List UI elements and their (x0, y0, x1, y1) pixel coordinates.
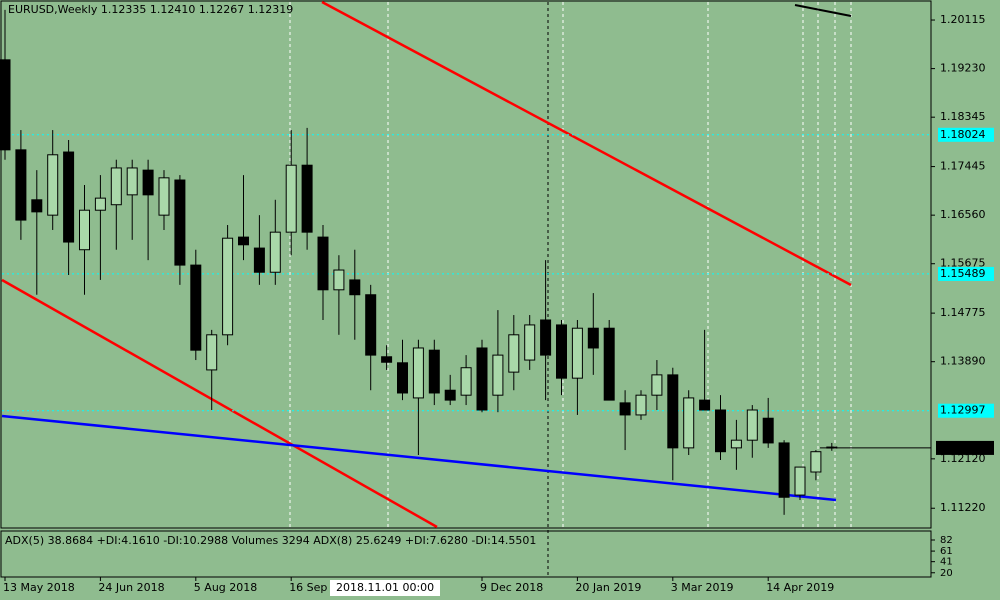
y-tick-label: 1.12120 (940, 452, 986, 465)
x-tick-label: 5 Aug 2018 (194, 581, 257, 594)
candle-body (571, 327, 583, 379)
x-tick-label: 14 Apr 2019 (766, 581, 834, 594)
candle-body (683, 397, 695, 449)
y-tick-label: 1.15675 (940, 257, 986, 270)
last-price-bg (936, 440, 994, 455)
candle-body (715, 409, 726, 453)
y-tick-label: 1.18345 (940, 110, 986, 123)
trend-line-top (794, 4, 852, 17)
candle-body (206, 334, 218, 371)
indicator-tick-label: 82 (940, 535, 953, 546)
candle-body (508, 334, 520, 373)
candle-body (15, 149, 27, 221)
candle-body (349, 279, 361, 296)
cursor-label: 2018.11.01 00:00 (336, 581, 434, 594)
candle-body (190, 264, 202, 351)
level-label-bg (938, 127, 994, 142)
candle-body (603, 327, 615, 401)
channel-upper (321, 0, 852, 287)
candle-body (619, 402, 631, 416)
indicator-tick-label: 61 (940, 546, 953, 557)
candle-body (238, 236, 249, 246)
candle-body (826, 446, 838, 449)
candle-body (587, 327, 599, 349)
candle-body (762, 417, 774, 444)
candle-body (810, 451, 822, 473)
candle-body (778, 442, 790, 498)
candle-body (556, 324, 567, 379)
x-tick-label: 9 Dec 2018 (480, 581, 543, 594)
candle-body (301, 164, 313, 233)
candle-body (174, 179, 186, 266)
y-tick-label: 1.19230 (940, 62, 986, 75)
candle-body (0, 59, 11, 151)
candle-body (222, 237, 234, 336)
trend-line (1, 414, 837, 502)
candle-body (269, 231, 281, 273)
candle-body (333, 269, 345, 291)
candle-body (746, 409, 758, 441)
candle-body (476, 347, 488, 411)
level-label-bg (938, 266, 994, 281)
candle-body (667, 374, 679, 449)
indicator-frame (0, 530, 932, 578)
x-tick-label: 3 Mar 2019 (671, 581, 734, 594)
main-frame (0, 0, 932, 529)
candle-body (126, 167, 138, 196)
y-tick-label: 1.16560 (940, 208, 986, 221)
y-tick-label: 1.20115 (940, 13, 986, 26)
chart-header: EURUSD,Weekly 1.12335 1.12410 1.12267 1.… (8, 3, 293, 16)
candle-body (397, 362, 408, 394)
y-tick-label: 1.11220 (940, 501, 986, 514)
indicator-text: ADX(5) 38.8684 +DI:4.1610 -DI:10.2988 Vo… (5, 534, 536, 547)
last-price-label: 1.12319 (940, 441, 986, 454)
cursor-label-bg (330, 580, 440, 596)
candle-body (699, 399, 711, 411)
candle-body (47, 154, 59, 216)
candle-body (79, 209, 90, 251)
candle-body (412, 347, 424, 399)
candle-body (635, 394, 647, 416)
candle-body (730, 439, 742, 449)
indicator-tick-label: 41 (940, 557, 953, 568)
candle-body (142, 169, 154, 196)
channel-lower (1, 278, 438, 529)
candle-body (365, 294, 377, 356)
candle-body (540, 319, 552, 356)
candle-body (94, 197, 106, 211)
level-label-bg (938, 403, 994, 418)
candle-body (794, 466, 806, 496)
candle-body (492, 354, 504, 396)
candle-body (285, 164, 297, 233)
candle-body (110, 167, 122, 206)
candle-body (651, 374, 663, 396)
y-tick-label: 1.17445 (940, 160, 986, 173)
level-label: 1.15489 (940, 267, 986, 280)
candle-body (460, 367, 472, 396)
candle-body (31, 199, 43, 213)
candle-body (317, 236, 329, 291)
candle-body (381, 356, 393, 363)
candle-body (444, 389, 456, 401)
level-label: 1.12997 (940, 404, 986, 417)
candle-body (253, 247, 265, 273)
candle-body (63, 151, 75, 243)
indicator-tick-label: 20 (940, 568, 953, 579)
level-label: 1.18024 (940, 128, 986, 141)
candle-body (428, 349, 440, 394)
candle-body (158, 177, 170, 216)
x-tick-label: 24 Jun 2018 (98, 581, 164, 594)
y-tick-label: 1.13890 (940, 355, 986, 368)
x-tick-label: 13 May 2018 (3, 581, 75, 594)
x-tick-label: 20 Jan 2019 (575, 581, 641, 594)
y-tick-label: 1.14775 (940, 306, 986, 319)
candle-body (524, 324, 536, 361)
